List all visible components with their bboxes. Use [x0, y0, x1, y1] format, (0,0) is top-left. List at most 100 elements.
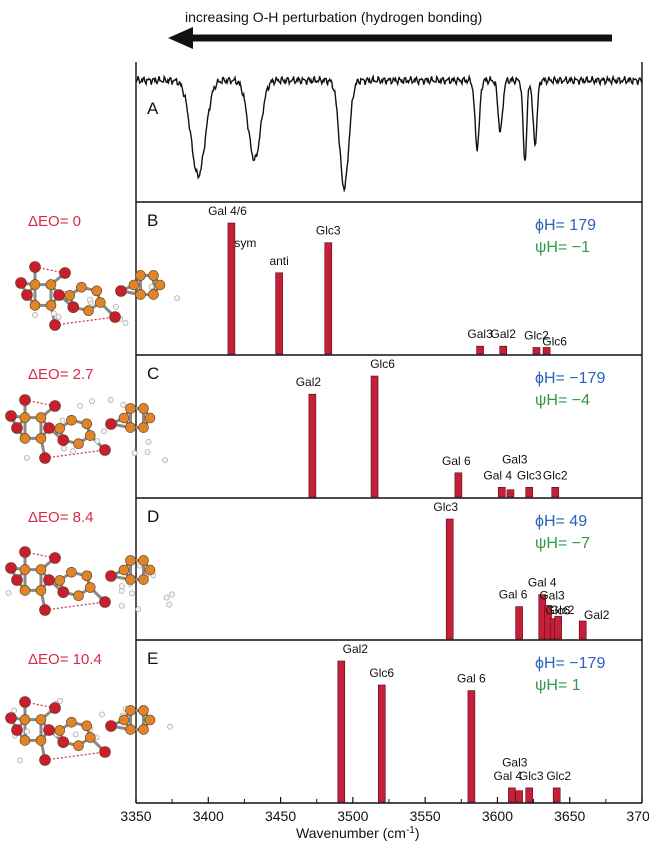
carbon-atom: [66, 716, 77, 728]
stick-label: Gal 6: [442, 454, 471, 468]
stick-bar: [532, 347, 541, 355]
oxygen-atom: [105, 570, 117, 582]
x-tick-label: 3500: [337, 808, 368, 824]
molecule: [15, 261, 180, 331]
extra-label: sym: [234, 236, 256, 250]
hydrogen-atom: [129, 590, 135, 597]
hydrogen-atom: [145, 438, 152, 445]
stick-label: Gal2: [296, 375, 322, 389]
carbon-atom: [91, 285, 103, 297]
stick-label: Glc3: [316, 224, 341, 238]
phi-label: ϕH= 49: [535, 513, 587, 530]
carbon-atom: [138, 555, 149, 566]
hydrogen-atom: [32, 312, 38, 318]
oxygen-atom: [39, 754, 51, 766]
stick-bar: [508, 787, 516, 803]
carbon-atom: [73, 740, 84, 752]
carbon-atom: [64, 290, 76, 301]
hydrogen-atom: [61, 445, 67, 452]
carbon-atom: [135, 270, 146, 281]
stick-bar: [506, 489, 515, 498]
hydrogen-atom: [162, 457, 168, 464]
oxygen-atom: [59, 267, 71, 279]
psi-label: ψH= −1: [535, 239, 590, 256]
carbon-atom: [118, 412, 130, 424]
stick-bar: [525, 787, 534, 803]
hydrogen-atom: [101, 428, 108, 435]
oxygen-atom: [15, 277, 27, 289]
x-tick-label: 3350: [120, 808, 151, 824]
carbon-atom: [54, 575, 66, 586]
panel-letter: C: [147, 364, 159, 383]
hydrogen-atom: [107, 396, 114, 403]
hydrogen-atom: [168, 591, 175, 598]
oxygen-atom: [43, 422, 55, 434]
oxygen-atom: [11, 574, 23, 586]
panel-frames: [135, 62, 643, 804]
hydrogen-atom: [16, 757, 23, 764]
stick-label: Glc6: [370, 357, 395, 371]
hydrogen-atom: [94, 438, 101, 444]
carbon-atom: [73, 590, 84, 602]
oxygen-atom: [43, 574, 55, 586]
stick-bar: [227, 222, 236, 355]
stick-bar: [467, 690, 476, 803]
carbon-atom: [54, 725, 66, 736]
carbon-atom: [144, 714, 156, 726]
oxygen-atom: [39, 604, 51, 616]
carbon-atom: [54, 423, 66, 434]
psi-label: ψH= −7: [535, 535, 590, 552]
stick-label: Gal2: [491, 327, 517, 341]
carbon-atom: [125, 705, 136, 716]
carbon-atom: [144, 412, 156, 424]
oxygen-atom: [49, 319, 61, 331]
stick-label: Glc2: [546, 769, 571, 783]
carbon-atom: [73, 438, 84, 450]
stick-label: Glc6: [542, 334, 567, 348]
x-tick-label: 3600: [482, 808, 513, 824]
stick-label: Glc3: [519, 769, 544, 783]
carbon-atom: [94, 297, 106, 308]
oxygen-atom: [49, 702, 61, 714]
carbon-atom: [138, 422, 149, 433]
stick-label: Gal 6: [499, 588, 528, 602]
hydrogen-atom: [166, 601, 173, 608]
oxygen-atom: [105, 418, 117, 430]
phi-label: ϕH= 179: [535, 217, 596, 234]
carbon-atom: [138, 705, 149, 716]
carbon-atom: [35, 735, 47, 746]
carbon-atom: [125, 724, 136, 735]
carbon-atom: [66, 414, 77, 426]
x-axis: 3350 3400 3450 3500 3550 3600 3650 3700: [120, 797, 649, 824]
oxygen-atom: [105, 720, 117, 732]
stick-bar: [525, 487, 534, 498]
arrow-label: increasing O-H perturbation (hydrogen bo…: [185, 9, 482, 25]
oxygen-atom: [57, 434, 70, 446]
hydrogen-bond: [44, 751, 106, 761]
stick-bar: [542, 347, 551, 355]
stick-label: Gal3: [539, 588, 565, 602]
carbon-atom: [19, 585, 31, 596]
energy-label: ΔEO= 2.7: [28, 366, 93, 383]
stick-label: Gal2: [584, 608, 610, 622]
stick-bar: [554, 615, 562, 640]
oxygen-atom: [11, 724, 23, 736]
molecule: [5, 696, 173, 766]
carbon-atom: [19, 433, 31, 444]
stick-label: Gal 4/6: [208, 204, 247, 218]
perturbation-arrow: increasing O-H perturbation (hydrogen bo…: [168, 9, 612, 49]
carbon-atom: [45, 279, 57, 290]
hydrogen-atom: [135, 606, 142, 613]
psi-label: ψH= 1: [535, 677, 581, 694]
oxygen-atom: [99, 746, 111, 758]
carbon-atom: [19, 714, 31, 725]
oxygen-atom: [29, 261, 41, 273]
stick-label: Gal 4: [494, 769, 523, 783]
stick-bar: [275, 272, 283, 355]
oxygen-atom: [39, 452, 51, 464]
energy-label: ΔEO= 0: [28, 213, 81, 230]
x-axis-title: Wavenumber (cm-1): [296, 825, 420, 841]
